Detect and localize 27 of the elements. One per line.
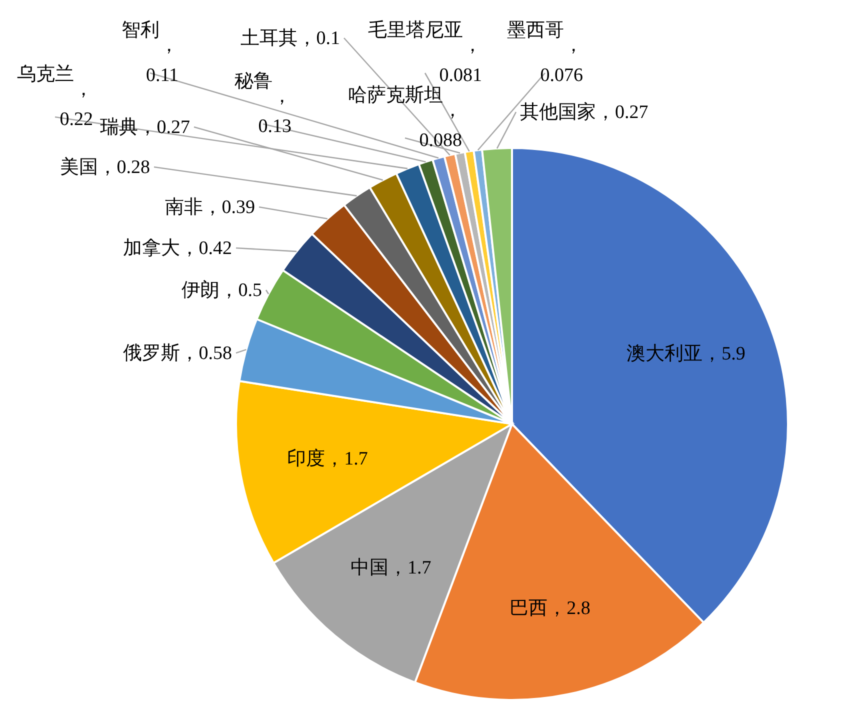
data-label: ，0.1 [297, 28, 340, 49]
slice-label: 巴西 [510, 598, 548, 619]
data-label: ，5.9 [702, 344, 746, 365]
slice-label: 澳大利亚 [626, 344, 703, 365]
data-label: ，0.5 [219, 280, 262, 301]
slice-label: 印度 [287, 448, 326, 470]
data-label: ，0.42 [180, 238, 232, 259]
slice-label: 美国 [60, 156, 98, 178]
slice-label: 伊朗 [181, 279, 220, 301]
slice-label: 南非 [164, 197, 203, 218]
data-label: ，0.58 [180, 343, 232, 364]
slice-label: 俄罗斯 [122, 343, 180, 364]
slice-label: 乌克兰 [17, 64, 74, 85]
data-label: ，0.27 [138, 117, 190, 138]
slice-label: 瑞典 [100, 117, 138, 138]
data-label: ，0.28 [98, 157, 150, 178]
data-label: ，0.39 [202, 197, 255, 218]
slice-label: 毛里塔尼亚 [368, 20, 463, 41]
slice-label: 土耳其 [240, 28, 298, 49]
data-label: ，1.7 [325, 448, 368, 470]
data-label: ，1.7 [388, 557, 432, 578]
data-label: ，2.8 [548, 598, 590, 619]
slice-label: 其他国家 [520, 101, 596, 123]
data-label: ，0.27 [596, 102, 648, 123]
slice-label: 中国 [350, 557, 389, 578]
slice-label: 加拿大 [122, 238, 180, 259]
slice-label: 墨西哥 [507, 20, 564, 41]
